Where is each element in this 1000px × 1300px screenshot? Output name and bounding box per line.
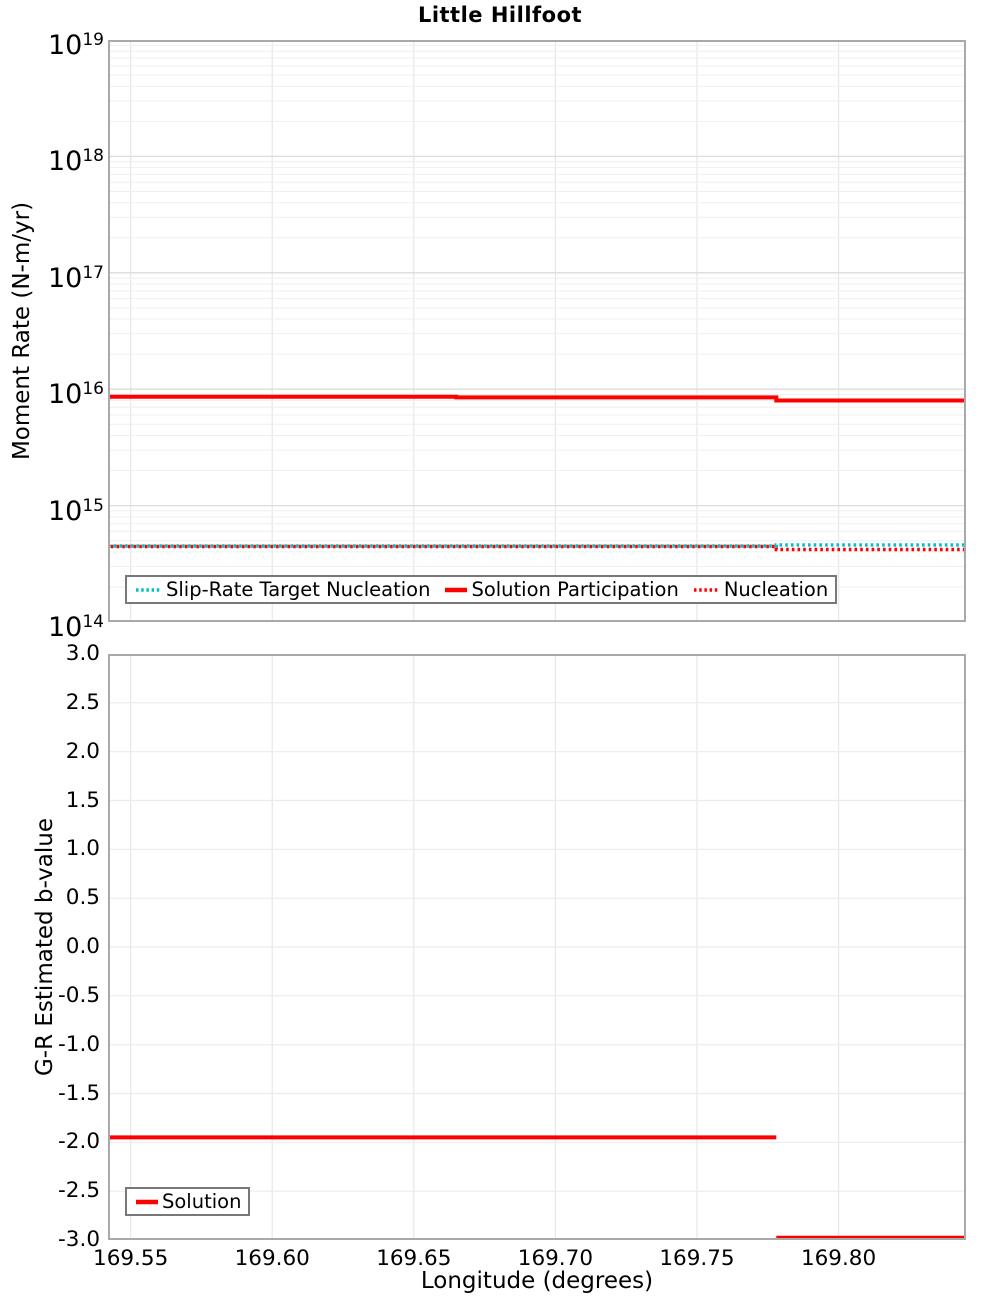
y-tick-label: 1018 — [48, 146, 104, 178]
y-tick-label: 1014 — [48, 612, 104, 643]
y-tick-label: 2.5 — [65, 689, 100, 715]
dotted-line-sample-icon — [693, 587, 720, 592]
y-tick-label: -1.5 — [58, 1080, 100, 1106]
series-line-nucleation — [108, 544, 966, 552]
series-line-solution-participation — [108, 394, 966, 403]
b-value-legend: Solution — [125, 1187, 251, 1216]
y-tick-label: 3.0 — [65, 641, 100, 666]
plot-border — [108, 654, 966, 1240]
legend-label: Slip-Rate Target Nucleation — [166, 578, 431, 601]
dotted-line-sample-icon — [136, 587, 162, 592]
solid-line-sample-icon — [136, 1199, 158, 1204]
y-tick-label: 1.5 — [65, 787, 100, 813]
y-tick-label: -2.5 — [58, 1178, 100, 1204]
legend-item: Solution Participation — [443, 578, 679, 601]
y-tick-label: 1015 — [48, 495, 104, 527]
b-value-chart — [108, 654, 966, 1240]
solid-line-sample-icon — [445, 587, 468, 592]
y-tick-label: 1019 — [48, 30, 104, 61]
moment-rate-legend: Slip-Rate Target Nucleation Solution Part… — [125, 575, 838, 604]
y-tick-label: -3.0 — [58, 1227, 100, 1252]
legend-label: Solution Participation — [471, 578, 679, 601]
legend-item: Nucleation — [692, 578, 828, 601]
b-value-axis-label: G-R Estimated b-value — [32, 817, 58, 1077]
legend-item: Solution — [134, 1190, 241, 1213]
plot-border — [108, 40, 966, 622]
legend-label: Nucleation — [723, 578, 829, 601]
y-tick-label: 2.0 — [65, 738, 100, 764]
chart-title: Little Hillfoot — [417, 3, 583, 27]
series-line-slip-rate-target-nucleation — [108, 543, 966, 548]
legend-item: Slip-Rate Target Nucleation — [134, 578, 430, 601]
moment-rate-axis-label: Moment Rate (N-m/yr) — [9, 201, 35, 461]
moment-rate-chart — [108, 40, 966, 622]
y-tick-label: -2.0 — [58, 1129, 100, 1155]
longitude-axis-label: Longitude (degrees) — [420, 1268, 654, 1294]
legend-label: Solution — [162, 1190, 242, 1213]
